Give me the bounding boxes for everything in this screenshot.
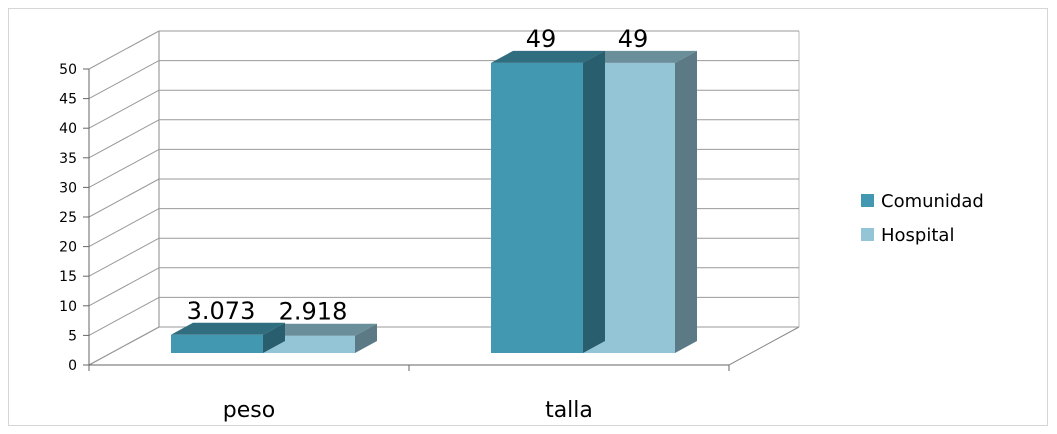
bar-top [263, 323, 377, 336]
bar-front [491, 62, 583, 354]
legend-label: Hospital [881, 225, 954, 246]
legend-swatch [861, 228, 874, 241]
y-tick-label: 10 [59, 299, 77, 315]
bar-top [491, 50, 605, 63]
bar-side [675, 50, 697, 354]
y-tick-label: 20 [59, 240, 77, 256]
gridline-side [88, 208, 160, 248]
gridline-side [88, 148, 160, 188]
gridline-side [88, 237, 160, 277]
legend-swatch [861, 194, 874, 207]
legend-item-hospital: Hospital [861, 225, 954, 246]
gridline-side [88, 89, 160, 129]
data-label: 3.073 [187, 297, 256, 325]
bars [171, 50, 697, 354]
y-tick-label: 45 [59, 92, 77, 108]
bar-side [583, 50, 605, 354]
y-axis: 0 5 10 15 20 25 30 35 40 45 50 [59, 62, 90, 374]
bar-front [263, 335, 355, 353]
bar-chart: 0 5 10 15 20 25 30 35 40 45 50 peso talla 2.918 3.07… [59, 25, 984, 423]
bar-comunidad-peso [171, 322, 285, 353]
bar-side [263, 322, 285, 353]
bar-front [171, 334, 263, 353]
y-tick-label: 25 [59, 210, 77, 226]
data-label: 2.918 [279, 298, 348, 326]
data-label: 49 [618, 25, 649, 53]
y-tick-label: 0 [68, 358, 77, 374]
data-labels: 2.918 3.073 49 49 [187, 25, 649, 326]
bar-comunidad-talla [491, 50, 605, 354]
legend-label: Comunidad [881, 191, 984, 212]
gridline-side [88, 60, 160, 100]
data-label: 49 [526, 25, 557, 53]
bar-hospital-peso [263, 323, 377, 353]
legend: Comunidad Hospital [861, 191, 984, 246]
legend-item-comunidad: Comunidad [861, 191, 984, 212]
gridline-side [88, 326, 160, 366]
gridline-side [88, 30, 160, 70]
y-tick-label: 5 [68, 328, 77, 344]
y-tick-label: 30 [59, 180, 77, 196]
x-axis: peso talla [88, 364, 730, 423]
x-category-label: talla [545, 398, 593, 423]
x-category-label: peso [223, 398, 275, 423]
gridline-side [88, 178, 160, 218]
bar-side [355, 323, 377, 353]
y-tick-label: 35 [59, 151, 77, 167]
chart-frame: 0 5 10 15 20 25 30 35 40 45 50 peso talla 2.918 3.07… [8, 8, 1048, 426]
bar-top [171, 322, 285, 335]
gridline-side [88, 267, 160, 307]
bar-top [583, 50, 697, 63]
y-tick-label: 15 [59, 269, 77, 285]
gridline-side [88, 296, 160, 336]
y-tick-label: 50 [59, 62, 77, 78]
gridline-side [88, 119, 160, 159]
y-tick-label: 40 [59, 121, 77, 137]
